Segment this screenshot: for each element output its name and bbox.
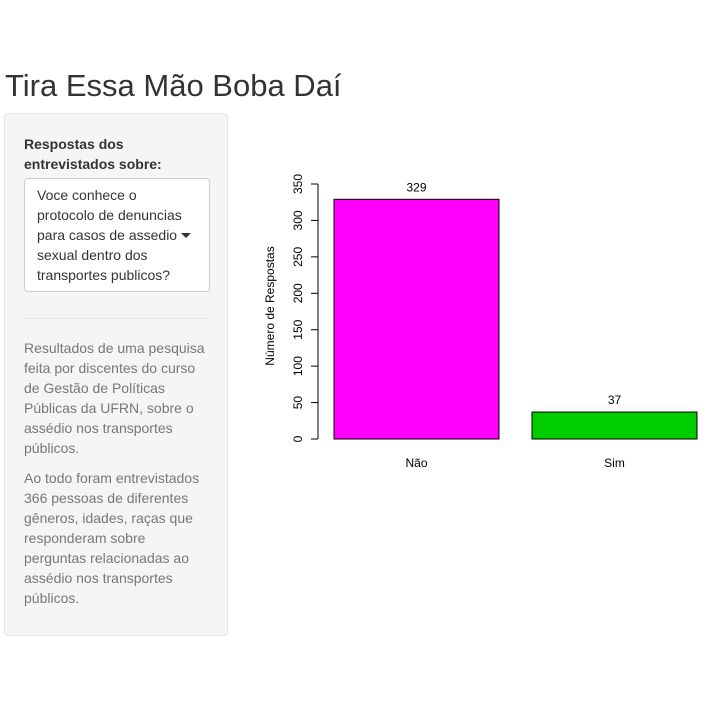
y-tick-label: 350 (291, 174, 305, 194)
survey-description: Resultados de uma pesquisa feita por dis… (24, 340, 205, 456)
app-title: Tira Essa Mão Boba Daí (5, 68, 342, 103)
caret-down-icon (181, 233, 191, 238)
y-tick-label: 200 (291, 283, 305, 303)
y-tick-label: 50 (291, 396, 305, 410)
bar (333, 198, 500, 440)
question-select[interactable]: Voce conhece o protocolo de denuncias pa… (24, 178, 210, 292)
bar-value-label: 329 (406, 180, 426, 194)
x-category-label: Sim (604, 456, 625, 470)
bar-chart: 0 50 100 150 200 250 300 350 329 Não 37 Sim Número… (263, 174, 698, 470)
y-tick-label: 100 (291, 356, 305, 376)
bar-value-label: 37 (608, 393, 622, 407)
y-axis-label: Número de Respostas (263, 246, 277, 365)
sidebar-panel: Respostas dos entrevistados sobre: Voce … (4, 113, 228, 636)
sidebar-divider (24, 318, 210, 319)
x-category-label: Não (405, 456, 427, 470)
y-tick-label: 150 (291, 319, 305, 339)
question-select-value: Voce conhece o protocolo de denuncias pa… (37, 187, 182, 283)
y-tick-label: 250 (291, 247, 305, 267)
bars: 329 Não 37 Sim (333, 180, 698, 470)
question-select-label: Respostas dos entrevistados sobre: (24, 136, 162, 172)
y-tick-label: 0 (291, 435, 305, 442)
bar (531, 411, 698, 440)
y-axis: 0 50 100 150 200 250 300 350 (291, 174, 319, 442)
respondents-description: Ao todo foram entrevistados 366 pessoas … (24, 470, 200, 606)
y-tick-label: 300 (291, 210, 305, 230)
